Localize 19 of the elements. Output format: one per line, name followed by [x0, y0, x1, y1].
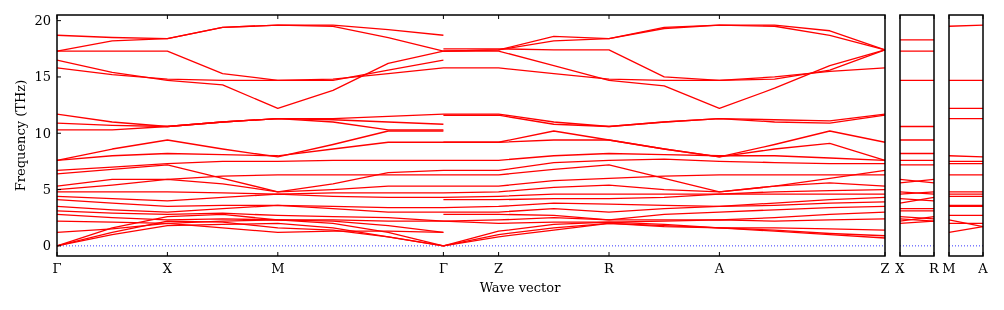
x-tick-label: Γ — [52, 261, 62, 276]
x-tick-label: X — [162, 261, 173, 276]
x-tick-label: R — [929, 261, 941, 276]
x-tick-label: Z — [880, 261, 890, 276]
x-tick-label: M — [942, 261, 956, 276]
y-tick-label: 0 — [42, 238, 51, 254]
x-tick-label: X — [895, 261, 906, 276]
x-tick-label: Γ — [438, 261, 448, 276]
x-axis-title: Wave vector — [479, 280, 562, 295]
x-tick-label: R — [604, 261, 616, 276]
x-tick-label: M — [271, 261, 285, 276]
y-tick-label: 20 — [34, 13, 51, 29]
y-tick-label: 5 — [42, 182, 51, 198]
y-axis-title: Frequency (THz) — [13, 79, 28, 192]
x-tick-label: A — [713, 261, 725, 276]
y-tick-label: 10 — [34, 125, 51, 141]
y-tick-label: 15 — [34, 69, 51, 85]
x-tick-label: Z — [494, 261, 504, 276]
x-tick-label: A — [977, 261, 989, 276]
